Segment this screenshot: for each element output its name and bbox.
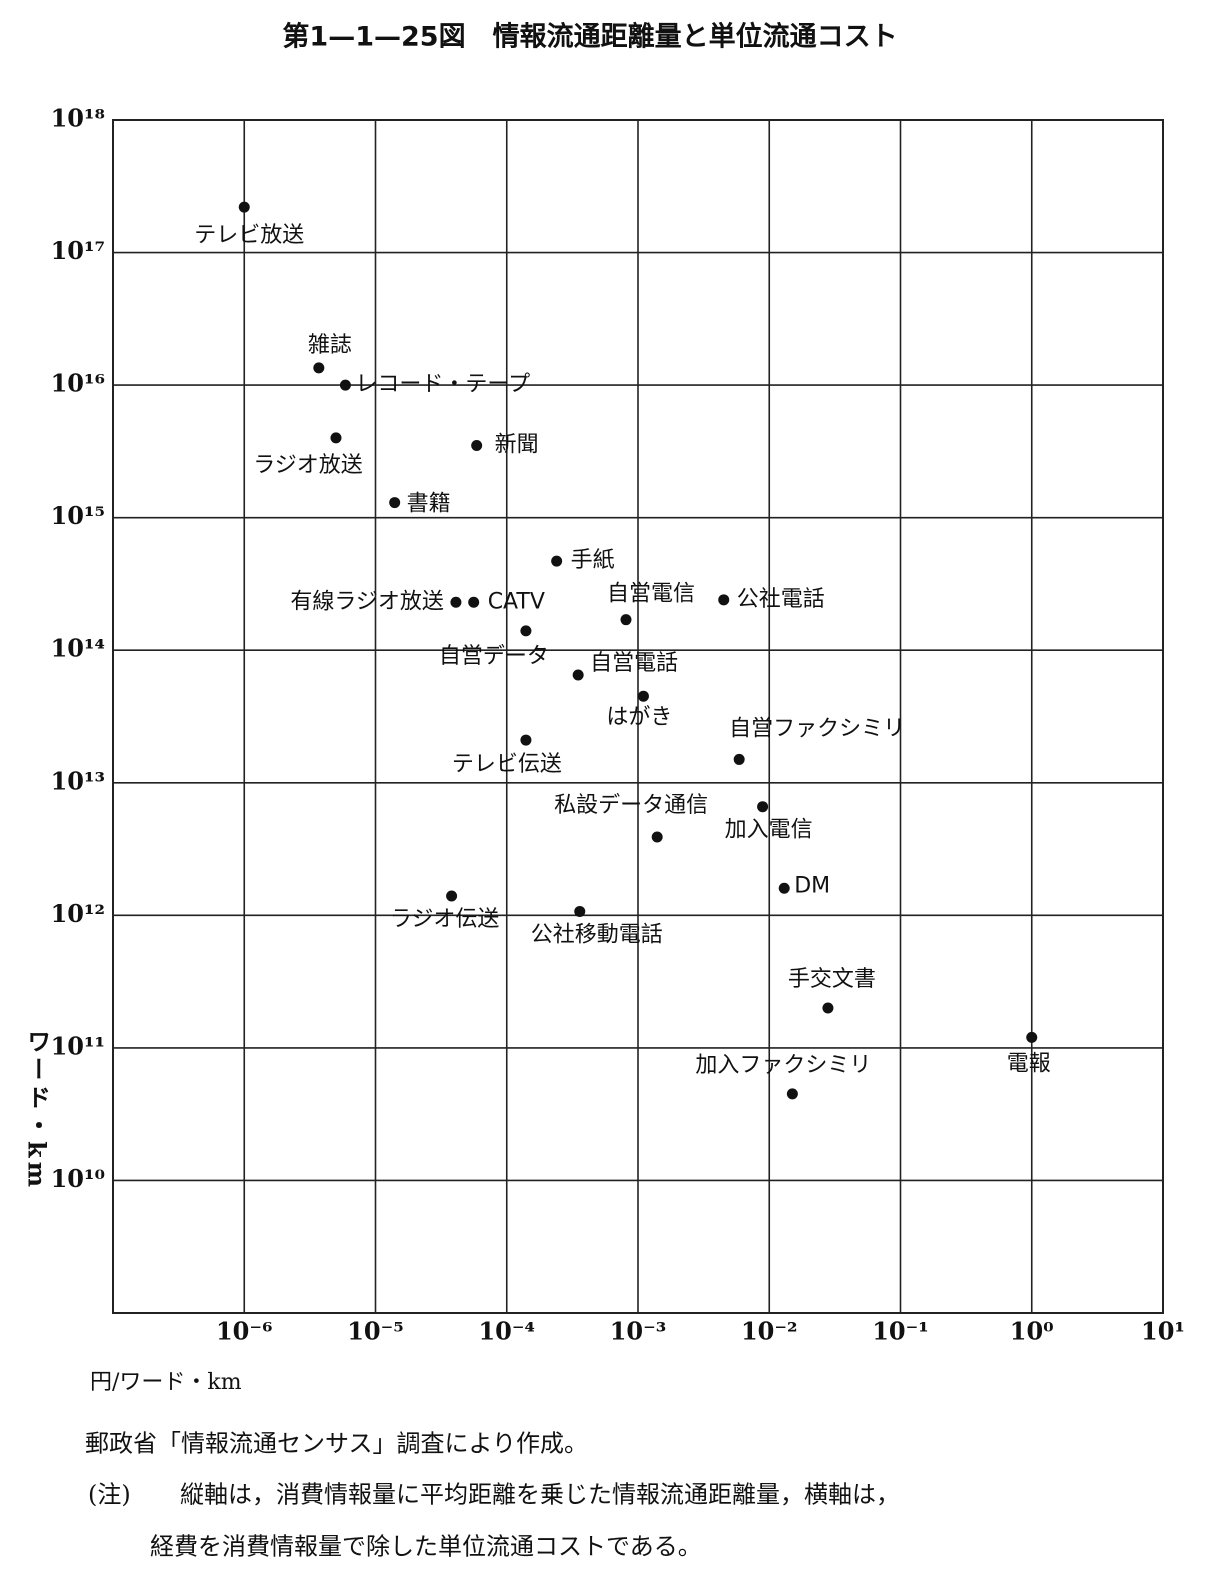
point — [572, 669, 584, 681]
x-axis-label: 円/ワード・km — [90, 1370, 242, 1395]
x-tick-label: 10¹ — [1141, 1317, 1185, 1346]
point-label: 自営データ — [439, 644, 549, 669]
source: 郵政省「情報流通センサス」調査により作成。 — [85, 1430, 588, 1458]
point-label: 自営電話 — [590, 651, 678, 676]
x-tick-label: 10⁻⁴ — [478, 1317, 535, 1346]
point-label: はがき — [606, 705, 672, 730]
point-label: 自営電信 — [607, 582, 695, 607]
chart-title: 第1—1—25図 情報流通距離量と単位流通コスト — [282, 21, 897, 53]
point — [551, 555, 563, 567]
point-label: ラジオ伝送 — [390, 907, 500, 932]
point-label: 手交文書 — [788, 967, 876, 992]
point — [330, 432, 342, 444]
y-tick-label: 10¹⁵ — [51, 501, 105, 530]
point — [1026, 1031, 1038, 1043]
point-label: DM — [794, 873, 830, 898]
x-tick-label: 10⁻² — [741, 1317, 798, 1346]
point-label: 書籍 — [407, 492, 451, 517]
point-label: 公社移動電話 — [531, 922, 663, 947]
note-line: 縦軸は，消費情報量に平均距離を乗じた情報流通距離量，横軸は， — [180, 1481, 900, 1509]
y-tick-label: 10¹⁸ — [51, 104, 105, 133]
point — [637, 690, 649, 702]
point — [450, 596, 462, 608]
point-label: レコード・テープ — [355, 372, 530, 397]
point — [757, 801, 769, 813]
point-label: 加入ファクシミリ — [695, 1053, 871, 1078]
point — [471, 440, 483, 452]
point — [733, 753, 745, 765]
point — [718, 594, 730, 606]
point-label: 公社電話 — [737, 587, 825, 612]
point-label: 新聞 — [495, 433, 539, 458]
point-label: 私設データ通信 — [554, 793, 708, 818]
point-label: 加入電信 — [725, 818, 813, 843]
y-tick-label: 10¹² — [51, 899, 105, 928]
point-label: テレビ放送 — [194, 223, 304, 248]
y-tick-label: 10¹⁰ — [51, 1164, 105, 1193]
point — [651, 831, 663, 843]
note-line: 経費を消費情報量で除した単位流通コストである。 — [150, 1533, 702, 1561]
y-tick-label: 10¹¹ — [51, 1031, 105, 1060]
note-label: (注) — [88, 1481, 131, 1509]
y-axis-label: ワード・km — [23, 1029, 52, 1191]
y-tick-label: 10¹³ — [51, 766, 105, 795]
x-tick-label: 10⁻⁶ — [216, 1317, 273, 1346]
point-label: 手紙 — [571, 548, 615, 573]
point — [822, 1002, 834, 1014]
x-tick-label: 10⁰ — [1010, 1317, 1054, 1346]
y-tick-label: 10¹⁴ — [51, 634, 105, 663]
point — [520, 734, 532, 746]
point-label: 自営ファクシミリ — [729, 716, 905, 741]
x-tick-label: 10⁻³ — [610, 1317, 667, 1346]
point — [778, 882, 790, 894]
point — [389, 497, 401, 509]
point-label: 電報 — [1007, 1051, 1051, 1076]
point — [574, 905, 586, 917]
point — [313, 362, 325, 374]
y-tick-label: 10¹⁷ — [51, 236, 105, 265]
point — [238, 201, 250, 213]
point-label: CATV — [488, 589, 545, 614]
point — [468, 596, 480, 608]
point-label: ラジオ放送 — [253, 453, 363, 478]
point — [786, 1088, 798, 1100]
point — [339, 379, 351, 391]
point-label: 雑誌 — [308, 333, 352, 358]
point-label: テレビ伝送 — [452, 752, 562, 777]
point — [446, 890, 458, 902]
point-label: 有線ラジオ放送 — [290, 589, 444, 614]
x-tick-label: 10⁻⁵ — [347, 1317, 404, 1346]
point — [520, 625, 532, 637]
point — [620, 614, 632, 626]
x-tick-label: 10⁻¹ — [872, 1317, 929, 1346]
y-tick-label: 10¹⁶ — [51, 369, 105, 398]
